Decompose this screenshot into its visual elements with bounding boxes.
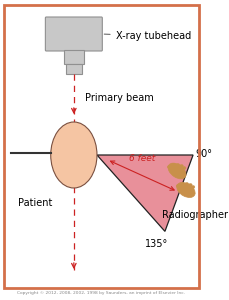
FancyBboxPatch shape bbox=[45, 17, 102, 51]
Text: 135°: 135° bbox=[145, 239, 169, 249]
Text: Patient: Patient bbox=[18, 198, 53, 208]
Text: X-ray tubehead: X-ray tubehead bbox=[104, 31, 191, 41]
Ellipse shape bbox=[185, 182, 189, 185]
Ellipse shape bbox=[191, 185, 195, 188]
Ellipse shape bbox=[51, 122, 97, 188]
Ellipse shape bbox=[168, 163, 186, 179]
Ellipse shape bbox=[180, 164, 183, 167]
Ellipse shape bbox=[177, 182, 195, 197]
Polygon shape bbox=[97, 155, 193, 231]
Ellipse shape bbox=[172, 164, 175, 166]
Text: 90°: 90° bbox=[196, 149, 213, 159]
Text: 6 feet: 6 feet bbox=[129, 154, 155, 163]
Bar bbox=[64, 50, 84, 64]
Text: Copyright © 2012, 2008, 2002, 1998 by Saunders, an imprint of Elsevier Inc.: Copyright © 2012, 2008, 2002, 1998 by Sa… bbox=[17, 291, 185, 295]
Ellipse shape bbox=[181, 182, 184, 185]
Ellipse shape bbox=[182, 167, 186, 170]
Ellipse shape bbox=[189, 184, 192, 187]
Bar bbox=[66, 64, 82, 74]
Text: Radiographer: Radiographer bbox=[162, 210, 228, 220]
Ellipse shape bbox=[167, 166, 171, 169]
Text: Primary beam: Primary beam bbox=[85, 93, 153, 103]
Ellipse shape bbox=[176, 184, 180, 188]
Ellipse shape bbox=[176, 164, 180, 166]
